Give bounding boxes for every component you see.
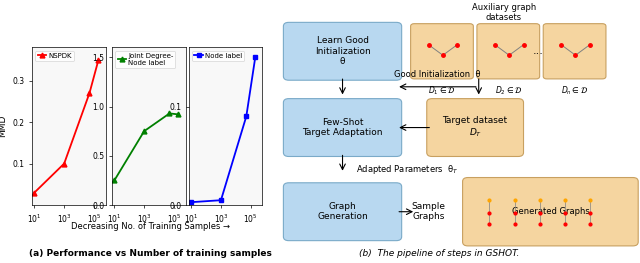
Text: (b)  The pipeline of steps in GSHOT.: (b) The pipeline of steps in GSHOT. [359, 249, 520, 258]
Legend: NSPDK: NSPDK [35, 51, 74, 61]
Legend: Joint Degree-
Node label: Joint Degree- Node label [115, 51, 175, 68]
Y-axis label: MMD: MMD [0, 115, 6, 138]
Text: Generated Graphs: Generated Graphs [511, 207, 589, 216]
Text: Graph
Generation: Graph Generation [317, 202, 368, 221]
FancyBboxPatch shape [543, 24, 606, 79]
Text: Few-Shot
Target Adaptation: Few-Shot Target Adaptation [302, 118, 383, 137]
Text: ...: ... [532, 46, 543, 56]
Text: Decreasing No. of Training Samples →: Decreasing No. of Training Samples → [71, 222, 230, 231]
Text: Good Initialization  θ: Good Initialization θ [394, 70, 481, 79]
Text: Adapted Parameters  θ$_T$: Adapted Parameters θ$_T$ [356, 163, 458, 176]
Text: $D_n \in \mathcal{D}$: $D_n \in \mathcal{D}$ [561, 84, 588, 97]
FancyBboxPatch shape [477, 24, 540, 79]
Text: Learn Good
Initialization
θ: Learn Good Initialization θ [315, 36, 371, 66]
Text: $D_2 \in \mathcal{D}$: $D_2 \in \mathcal{D}$ [495, 84, 522, 97]
Text: $D_1 \in \mathcal{D}$: $D_1 \in \mathcal{D}$ [428, 84, 456, 97]
FancyBboxPatch shape [284, 99, 402, 156]
Text: Target dataset
$D_T$: Target dataset $D_T$ [443, 116, 508, 139]
FancyBboxPatch shape [427, 99, 524, 156]
FancyBboxPatch shape [411, 24, 474, 79]
Text: Auxiliary graph
datasets: Auxiliary graph datasets [472, 3, 536, 22]
FancyBboxPatch shape [463, 178, 638, 246]
Legend: Node label: Node label [192, 51, 244, 61]
FancyBboxPatch shape [284, 183, 402, 241]
Text: (a) Performance vs Number of training samples: (a) Performance vs Number of training sa… [29, 249, 272, 258]
Text: Sample
Graphs: Sample Graphs [412, 202, 445, 221]
FancyBboxPatch shape [284, 22, 402, 80]
